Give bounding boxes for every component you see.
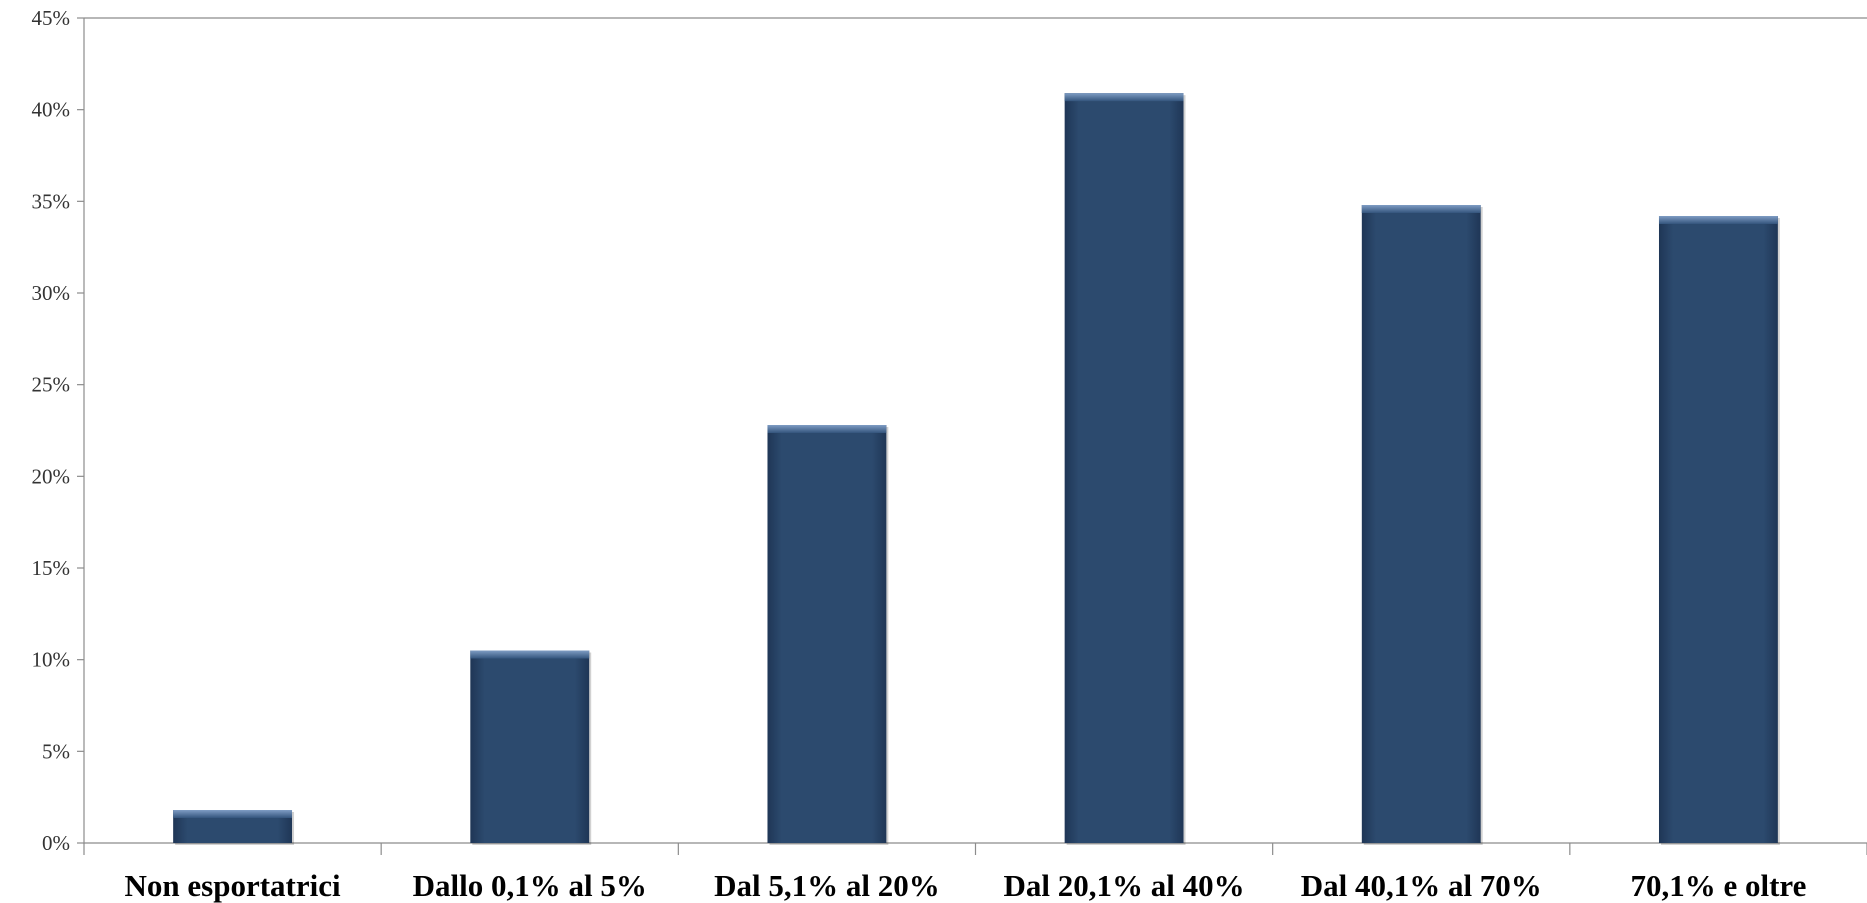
y-tick-label: 45% [32, 6, 71, 30]
y-tick-label: 0% [42, 831, 70, 855]
y-tick-label: 40% [32, 98, 71, 122]
y-tick-label: 10% [32, 648, 71, 672]
bar [1361, 205, 1483, 845]
y-tick-label: 30% [32, 281, 71, 305]
bar [173, 810, 295, 845]
bar-top-cap [767, 425, 887, 433]
bar-body [470, 650, 590, 843]
y-tick-label: 35% [32, 189, 71, 213]
bar-body [767, 425, 887, 843]
category-label: Dallo 0,1% al 5% [413, 868, 647, 903]
category-label: Dal 40,1% al 70% [1301, 868, 1542, 903]
bar-top-cap [1361, 205, 1481, 213]
category-label: Dal 5,1% al 20% [714, 868, 940, 903]
category-labels: Non esportatrici Dallo 0,1% al 5% Dal 5,1%… [125, 868, 1807, 903]
bar-body [1658, 216, 1778, 843]
x-axis-ticks [83, 843, 1867, 855]
y-axis-ticks: 0% 5% 10% 15% 20% 25% 30% 35% 40% 45% [32, 6, 84, 855]
y-tick-label: 20% [32, 464, 71, 488]
bar-body [1064, 93, 1184, 843]
bar [1658, 216, 1780, 845]
y-tick-label: 15% [32, 556, 71, 580]
category-label: Non esportatrici [125, 868, 341, 903]
bar-top-cap [1064, 93, 1184, 102]
bar [1064, 93, 1186, 845]
plot-frame [83, 17, 1867, 844]
bar-top-cap [470, 650, 590, 659]
bars-group [173, 93, 1780, 845]
y-tick-label: 5% [42, 739, 70, 763]
y-tick-label: 25% [32, 373, 71, 397]
bar-top-cap [173, 810, 293, 818]
bar [767, 425, 889, 845]
bar-body [1361, 205, 1481, 843]
category-label: 70,1% e oltre [1630, 868, 1806, 903]
category-label: Dal 20,1% al 40% [1004, 868, 1245, 903]
bar [470, 650, 592, 845]
bar-top-cap [1658, 216, 1778, 224]
